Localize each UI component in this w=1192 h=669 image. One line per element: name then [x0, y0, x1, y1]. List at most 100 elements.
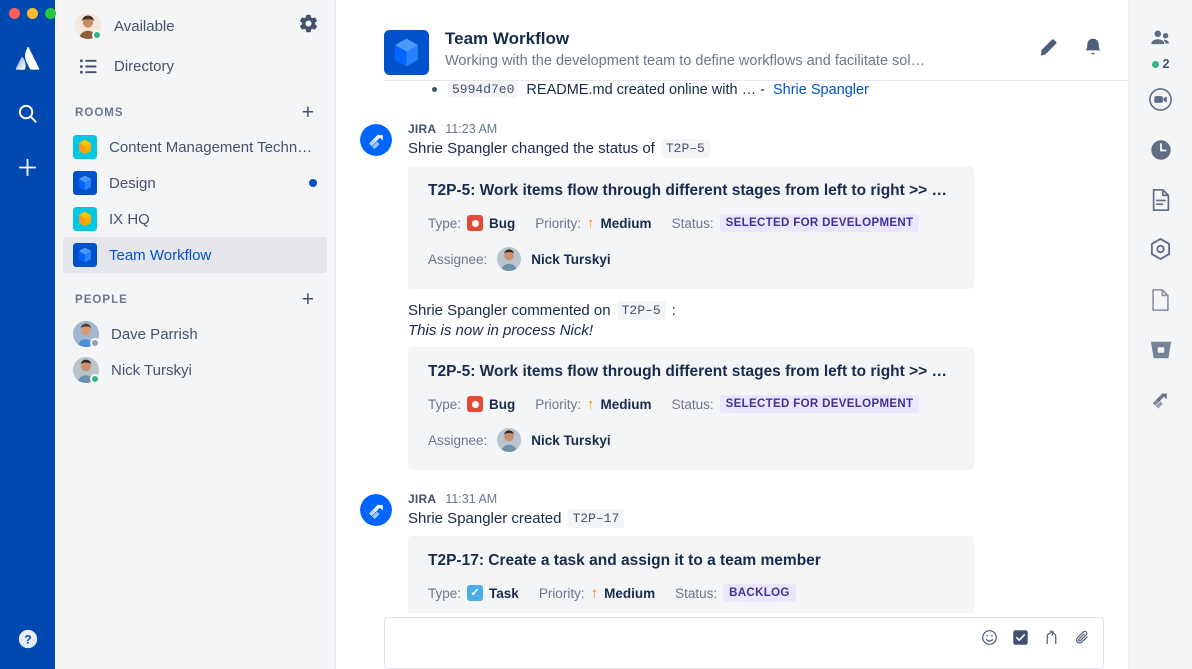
bell-icon[interactable] — [1082, 36, 1104, 58]
status-label: Status: — [671, 396, 714, 412]
field-status: Status: BACKLOG — [675, 584, 796, 602]
issue-card-title[interactable]: T2P-5: Work items flow through different… — [428, 363, 954, 380]
jira-issue-card[interactable]: T2P-5: Work items flow through different… — [408, 166, 974, 289]
issue-card-fields: Type: Bug Priority: ↑ Medium Status: — [428, 395, 954, 413]
arrow-up-icon: ↑ — [587, 395, 595, 413]
message-body: JIRA 11:31 AM Shrie Spangler created T2P… — [408, 492, 1104, 613]
action-text: Shrie Spangler commented on — [408, 302, 611, 319]
status-badge: SELECTED FOR DEVELOPMENT — [719, 214, 920, 232]
message-composer[interactable] — [384, 617, 1104, 669]
room-topic: Working with the development team to def… — [445, 53, 926, 69]
rooms-section-header: ROOMS + — [55, 86, 335, 129]
issue-key-chip[interactable]: T2P–5 — [616, 301, 666, 320]
close-window-button[interactable] — [9, 8, 20, 19]
jira-issue-card[interactable]: T2P-17: Create a task and assign it to a… — [408, 536, 974, 613]
partial-message-author[interactable]: Shrie Spangler — [772, 81, 869, 98]
main-panel: Team Workflow Working with the developme… — [336, 0, 1128, 669]
minimize-window-button[interactable] — [27, 8, 38, 19]
assignee-label: Assignee: — [428, 432, 488, 448]
message-item: JIRA 11:31 AM Shrie Spangler created T2P… — [336, 474, 1104, 613]
issue-key-chip[interactable]: T2P–5 — [660, 139, 710, 158]
avatar — [497, 247, 522, 271]
issue-key-chip[interactable]: T2P–17 — [567, 509, 625, 528]
person-label: Nick Turskyi — [111, 361, 192, 379]
sidebar-room-ix-hq[interactable]: IX HQ — [63, 201, 327, 237]
document-lines-icon — [1150, 188, 1172, 217]
presence-label: Available — [114, 17, 175, 35]
status-badge: SELECTED FOR DEVELOPMENT — [719, 395, 920, 413]
assignee-name: Nick Turskyi — [531, 432, 611, 448]
right-rail-item-bitbucket[interactable] — [1137, 328, 1185, 376]
person-label: Dave Parrish — [111, 325, 198, 343]
issue-card-title[interactable]: T2P-5: Work items flow through different… — [428, 182, 954, 199]
message-input[interactable] — [397, 628, 981, 650]
gear-icon[interactable] — [298, 13, 319, 39]
room-label: Design — [109, 174, 156, 192]
message-stream[interactable]: 5994d7e0 README.md created online with …… — [336, 75, 1128, 613]
issue-card-title[interactable]: T2P-17: Create a task and assign it to a… — [428, 552, 821, 569]
sidebar-person-dave-parrish[interactable]: Dave Parrish — [63, 316, 327, 352]
window-traffic-lights — [0, 0, 56, 19]
field-type: Type: ✓ Task — [428, 585, 519, 601]
sidebar-person-nick-turskyi[interactable]: Nick Turskyi — [63, 352, 327, 388]
sidebar-room-content-management[interactable]: Content Management Techn… — [63, 129, 327, 165]
page-icon — [1150, 288, 1171, 317]
message-meta: JIRA 11:31 AM — [408, 492, 1104, 506]
priority-label: Priority: — [535, 396, 582, 412]
assignee-label: Assignee: — [428, 251, 488, 267]
type-label: Type: — [428, 215, 462, 231]
jira-room-icon — [384, 30, 429, 75]
field-priority: Priority: ↑ Medium — [535, 397, 651, 412]
jira-icon — [73, 243, 97, 267]
message-body: Shrie Spangler commented on T2P–5 : This… — [408, 301, 1104, 474]
page-title: Team Workflow — [445, 29, 570, 48]
field-priority: Priority: ↑ Medium — [539, 586, 655, 601]
plus-icon[interactable] — [10, 149, 46, 185]
avatar — [497, 428, 522, 452]
right-rail-item-files[interactable] — [1137, 178, 1185, 226]
priority-value: Medium — [604, 585, 656, 601]
jira-issue-card[interactable]: T2P-5: Work items flow through different… — [408, 347, 974, 470]
global-rail: ? — [0, 0, 56, 669]
sidebar-item-directory[interactable]: Directory — [55, 46, 335, 86]
avatar-spacer — [360, 303, 392, 335]
right-rail-item-apps[interactable] — [1137, 228, 1185, 276]
sidebar-room-team-workflow[interactable]: Team Workflow — [63, 237, 327, 273]
help-circle-icon[interactable]: ? — [16, 627, 40, 651]
right-rail-item-page[interactable] — [1137, 278, 1185, 326]
avatar — [75, 13, 102, 40]
branch-icon[interactable] — [1043, 629, 1060, 646]
people-section-title: PEOPLE — [75, 293, 128, 306]
right-rail-item-people[interactable]: 2 — [1137, 24, 1185, 76]
paperclip-icon[interactable] — [1074, 629, 1091, 646]
search-icon[interactable] — [10, 95, 46, 131]
message-app-name: JIRA — [408, 492, 437, 506]
right-rail-item-jira[interactable] — [1137, 378, 1185, 426]
maximize-window-button[interactable] — [45, 8, 56, 19]
message-action-line: Shrie Spangler changed the status of T2P… — [408, 139, 1104, 158]
add-room-button[interactable]: + — [301, 101, 314, 124]
action-suffix: : — [671, 302, 676, 319]
presence-status-row[interactable]: Available — [55, 6, 335, 46]
header-divider — [384, 80, 1128, 81]
assignee-name: Nick Turskyi — [531, 251, 611, 267]
field-priority: Priority: ↑ Medium — [535, 216, 651, 231]
online-dot — [1151, 60, 1159, 68]
room-label: IX HQ — [109, 210, 150, 228]
sidebar: Available Directory ROOMS + — [55, 0, 336, 669]
hexagon-circle-icon — [1149, 237, 1172, 267]
right-rail-item-video-call[interactable] — [1137, 78, 1185, 126]
status-badge: BACKLOG — [723, 584, 796, 602]
right-rail-item-history[interactable] — [1137, 128, 1185, 176]
checkbox-icon[interactable] — [1012, 629, 1029, 646]
sidebar-room-design[interactable]: Design — [63, 165, 327, 201]
people-online-count: 2 — [1151, 57, 1169, 71]
type-value: Bug — [489, 215, 516, 231]
pencil-icon[interactable] — [1038, 36, 1060, 58]
smiley-icon[interactable] — [981, 629, 998, 646]
status-label: Status: — [671, 215, 714, 231]
field-status: Status: SELECTED FOR DEVELOPMENT — [672, 395, 920, 413]
add-person-button[interactable]: + — [301, 288, 314, 311]
status-dot-away — [90, 338, 100, 348]
